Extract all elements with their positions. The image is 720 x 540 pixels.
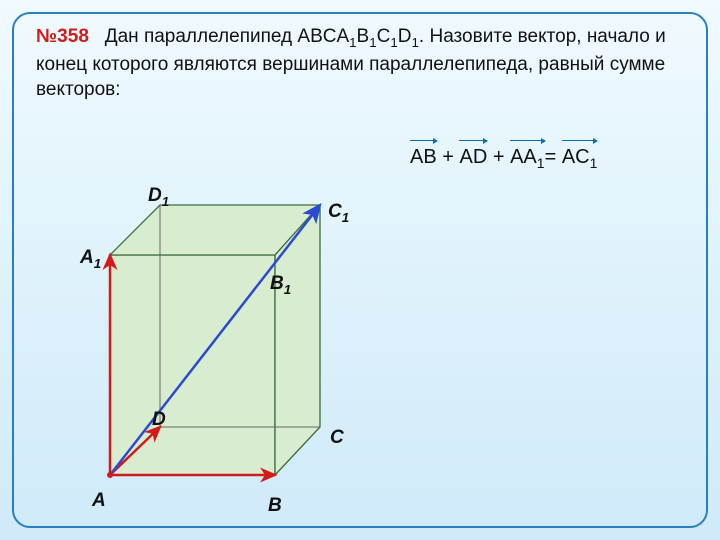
vertex-label-A1: A1 [80, 247, 101, 271]
vertex-label-C1: C1 [328, 201, 349, 225]
vertex-label-A: A [92, 490, 106, 512]
vertex-label-C: C [330, 427, 344, 449]
vertex-label-B1: B1 [270, 273, 291, 297]
problem-number: №358 [36, 26, 89, 47]
vertex-label-B: B [268, 495, 282, 517]
vector-equation: AB + AD + AA1= AC1 [410, 140, 597, 171]
problem-body-1: Дан параллелепипед ABCA [105, 26, 349, 47]
vec-AB: AB [410, 140, 437, 169]
parallelepiped-diagram: A B C D A1 B1 C1 D1 [60, 175, 380, 515]
content-area: №358 Дан параллелепипед ABCA1B1C1D1. Наз… [0, 0, 720, 540]
vec-AA1: AA1 [510, 140, 544, 171]
vec-AC1: AC1 [562, 140, 598, 171]
diagram-svg [60, 175, 380, 515]
vertex-label-D: D [152, 409, 166, 431]
slide: №358 Дан параллелепипед ABCA1B1C1D1. Наз… [0, 0, 720, 540]
problem-text: №358 Дан параллелепипед ABCA1B1C1D1. Наз… [36, 24, 684, 103]
vertex-label-D1: D1 [148, 185, 169, 209]
vec-AD: AD [459, 140, 487, 169]
